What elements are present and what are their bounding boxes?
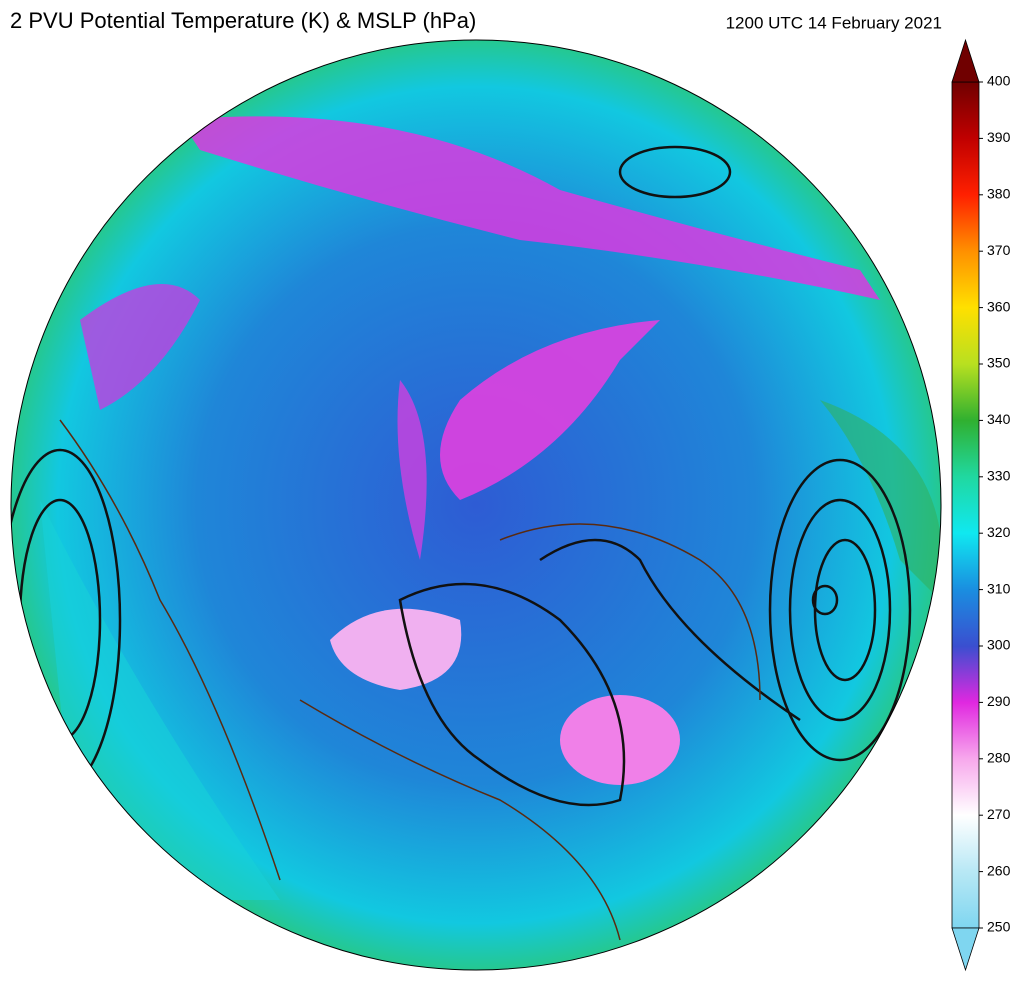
colorbar: 250 260 270 280 290 300 310 320 330 340 350 360 370 3… xyxy=(951,38,1011,972)
colorbar-tick-label: 300 xyxy=(987,637,1011,653)
colorbar-extend-max xyxy=(951,38,980,83)
colorbar-tick-label: 310 xyxy=(987,580,1011,596)
timestamp: 1200 UTC 14 February 2021 xyxy=(726,13,942,32)
pv-region xyxy=(560,695,680,785)
colorbar-tick-label: 400 xyxy=(987,73,1011,89)
jet-region xyxy=(820,400,941,600)
colorbar-tick-label: 260 xyxy=(987,862,1011,878)
colorbar-tick-label: 270 xyxy=(987,806,1011,822)
pv-region xyxy=(440,320,660,500)
pv-region xyxy=(330,608,462,690)
colorbar-tick-label: 250 xyxy=(987,919,1011,935)
colorbar-extend-min xyxy=(951,927,980,972)
coastlines xyxy=(59,419,761,941)
colorbar-tick-label: 370 xyxy=(987,242,1011,258)
pv-region xyxy=(80,284,200,410)
map xyxy=(11,40,941,970)
colorbar-tick-label: 350 xyxy=(987,355,1011,371)
title: 2 PVU Potential Temperature (K) & MSLP (… xyxy=(10,8,476,33)
pv-region xyxy=(180,116,880,300)
colorbar-tick-label: 390 xyxy=(987,129,1011,145)
colorbar-tick-label: 290 xyxy=(987,693,1011,709)
colorbar-tick-label: 330 xyxy=(987,468,1011,484)
colorbar-tick-label: 340 xyxy=(987,411,1011,427)
globe xyxy=(11,40,941,970)
colorbar-tick-label: 280 xyxy=(987,750,1011,766)
globe-outline xyxy=(10,39,942,971)
colorbar-tick-label: 320 xyxy=(987,524,1011,540)
pv-region xyxy=(397,380,427,560)
colorbar-tick-label: 380 xyxy=(987,186,1011,202)
colorbar-tick-label: 360 xyxy=(987,298,1011,314)
colorbar-body xyxy=(951,81,980,929)
